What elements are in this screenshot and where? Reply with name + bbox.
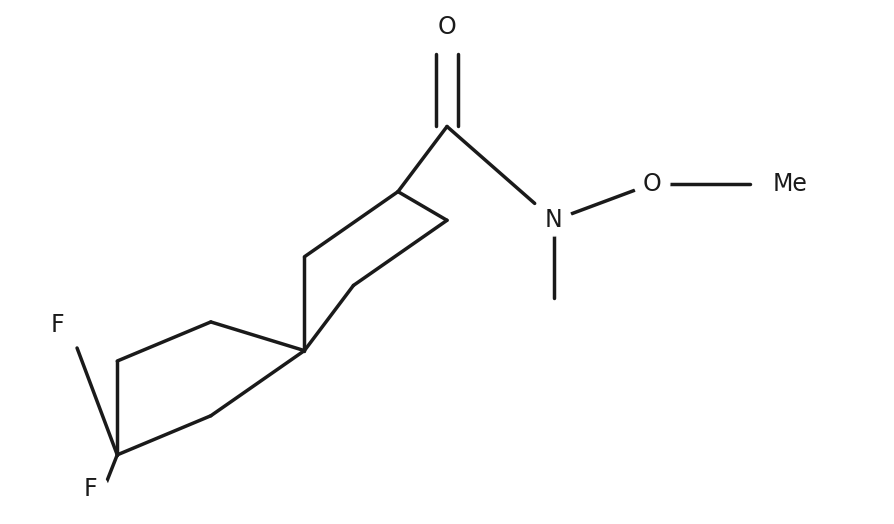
Text: Me: Me — [772, 172, 807, 196]
Text: F: F — [51, 312, 64, 336]
Text: O: O — [438, 15, 456, 39]
Text: F: F — [84, 477, 97, 501]
Text: O: O — [643, 172, 662, 196]
Ellipse shape — [536, 205, 572, 236]
Ellipse shape — [634, 168, 670, 200]
Text: N: N — [545, 209, 563, 232]
Ellipse shape — [429, 12, 465, 43]
Ellipse shape — [72, 473, 108, 505]
Ellipse shape — [39, 309, 75, 340]
